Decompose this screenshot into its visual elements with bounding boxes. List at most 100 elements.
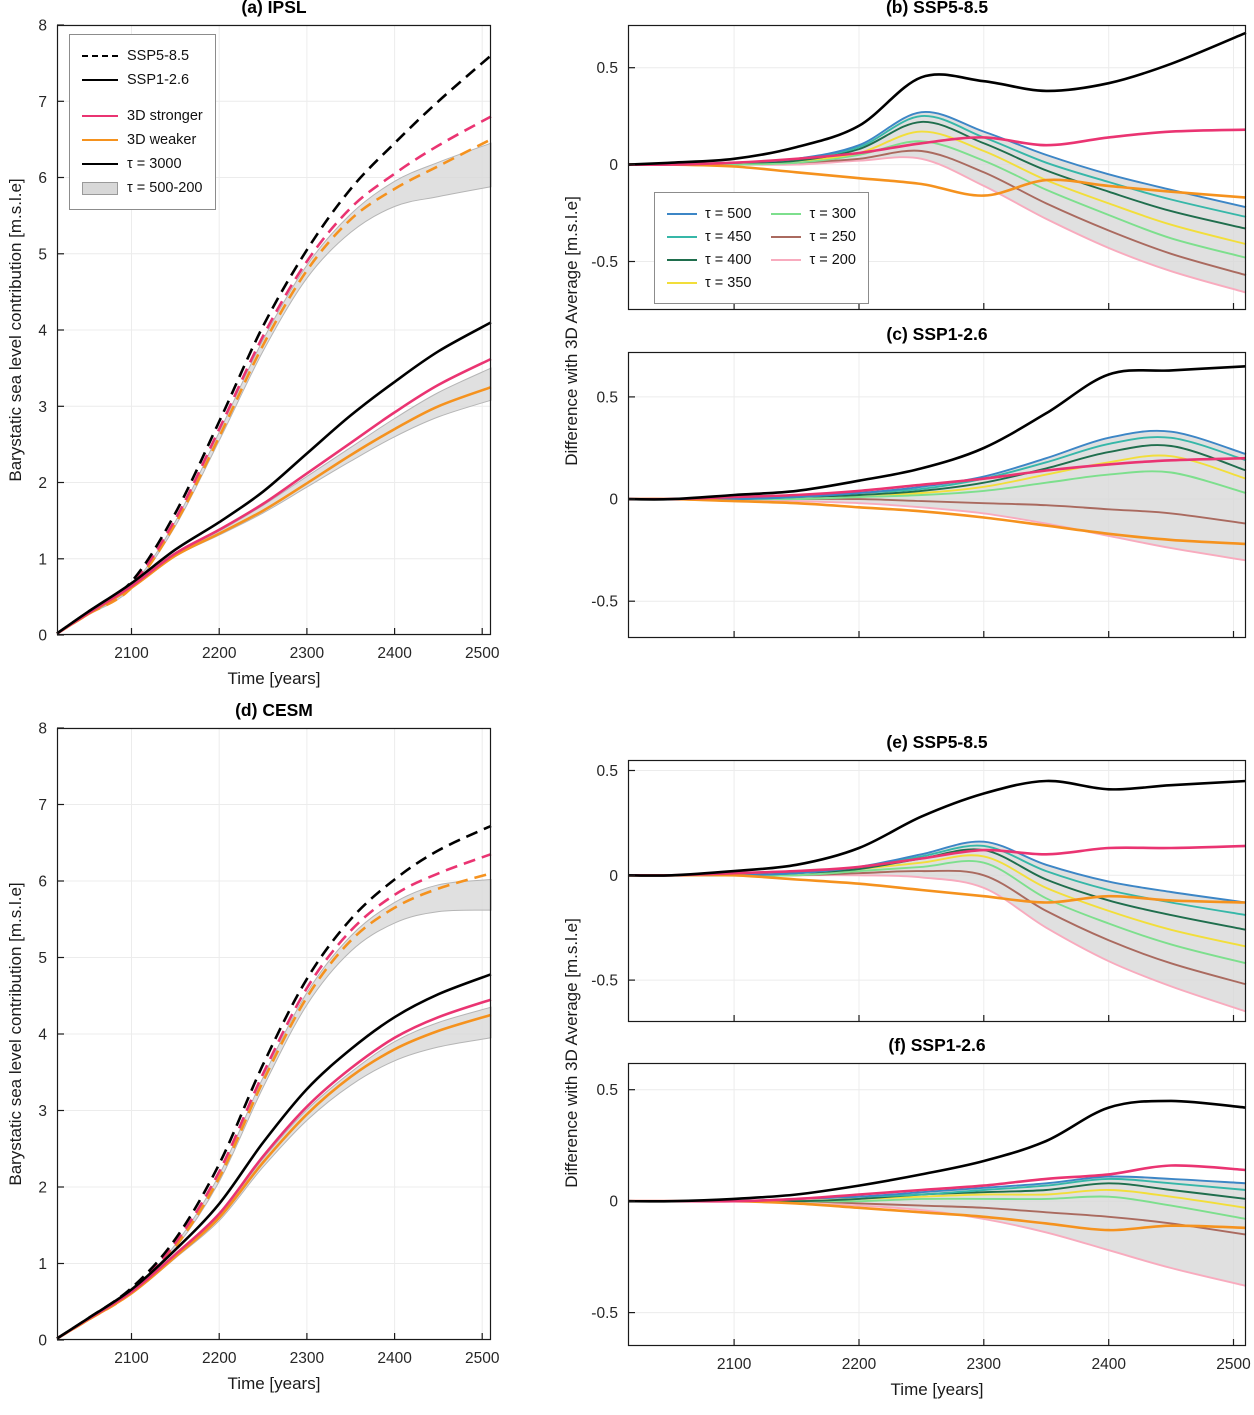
y-tick-label: -0.5 [591, 254, 618, 271]
y-tick-label: 4 [38, 323, 47, 340]
y-tick-label: 0.5 [596, 60, 618, 77]
y-tick-label: 0 [609, 868, 618, 885]
legend-label: τ = 200 [809, 251, 856, 268]
y-tick-label: 8 [38, 721, 47, 738]
y-tick-label: 3 [38, 1103, 47, 1120]
y-tick-label: 4 [38, 1027, 47, 1044]
legend-label: τ = 300 [809, 205, 856, 222]
panel-d-title: (d) CESM [235, 700, 313, 720]
legend-item: τ = 250 [771, 225, 856, 248]
x-tick-label: 2400 [377, 1350, 412, 1367]
series-pink [56, 998, 492, 1340]
panel-c: (c) SSP1-2.6 -0.5 0 0.5 [591, 324, 1247, 639]
legend-label: τ = 450 [705, 228, 752, 245]
series-pink [627, 456, 1247, 501]
x-tick-label: 2500 [465, 645, 500, 662]
legend-label: τ = 500 [705, 205, 752, 222]
panel-c-title: (c) SSP1-2.6 [886, 324, 988, 344]
series-black [627, 365, 1247, 501]
series-pink [56, 357, 492, 635]
axes-box [627, 351, 1247, 639]
x-tick-label: 2200 [202, 645, 237, 662]
legend-label: τ = 3000 [127, 156, 182, 172]
series-black [627, 31, 1247, 166]
legend-label: 3D stronger [127, 108, 203, 124]
series-tau500 [627, 429, 1247, 501]
line-swatch-icon [771, 212, 802, 215]
line-swatch-icon [82, 79, 118, 81]
panel-e-plot: -0.5 0 0.5 [591, 759, 1247, 1023]
panel-b-title: (b) SSP5-8.5 [885, 0, 989, 17]
legend-column: τ = 300 τ = 250 τ = 200 [771, 202, 856, 294]
ylabel-difference-top: Difference with 3D Average [m.s.l.e] [562, 196, 581, 466]
band-swatch-icon [82, 181, 118, 195]
legend-label: SSP1-2.6 [127, 72, 190, 88]
panel-a: (a) IPSL 2100 2200 2300 2400 2500 0 1 2 3 4 5 6 7 8 S… [38, 0, 499, 688]
y-tick-label: 0 [38, 628, 47, 645]
y-tick-label: 1 [38, 551, 47, 568]
y-tick-label: 6 [38, 874, 47, 891]
y-tick-label: 6 [38, 170, 47, 187]
y-tick-label: 2 [38, 475, 47, 492]
series-black [627, 1099, 1247, 1203]
panel-f-plot: 2100 2200 2300 2400 2500 -0.5 0 0.5 [591, 1062, 1251, 1373]
legend-item: τ = 500-200 [82, 176, 203, 200]
y-tick-label: 5 [38, 950, 47, 967]
legend-item: τ = 500 [667, 202, 751, 225]
tau-band [628, 430, 1246, 561]
panel-a-xlabel: Time [years] [227, 669, 321, 688]
series-pink [627, 844, 1247, 877]
series-black [627, 779, 1247, 877]
line-swatch-icon [771, 235, 802, 238]
panel-c-plot: -0.5 0 0.5 [591, 351, 1247, 639]
x-tick-label: 2100 [717, 1356, 752, 1373]
line-swatch-icon [82, 163, 118, 165]
x-tick-label: 2200 [842, 1356, 877, 1373]
legend-item: τ = 350 [667, 271, 751, 294]
y-tick-label: 3 [38, 399, 47, 416]
tau-band [628, 1176, 1246, 1286]
panel-d: (d) CESM 2100 2200 2300 2400 2500 0 1 2 3 4 5 6 7 8 T… [38, 700, 499, 1393]
ylabel-barystatic-top: Barystatic sea level contribution [m.s.l… [6, 178, 25, 482]
axes-box [627, 759, 1247, 1023]
legend-label: τ = 350 [705, 274, 752, 291]
line-swatch-icon [667, 212, 697, 215]
series-pink [627, 1164, 1247, 1203]
x-tick-label: 2300 [290, 645, 325, 662]
x-tick-label: 2300 [290, 1350, 325, 1367]
y-tick-label: 5 [38, 246, 47, 263]
legend-label: τ = 400 [705, 251, 752, 268]
panel-a-title: (a) IPSL [241, 0, 307, 17]
y-tick-label: 7 [38, 94, 47, 111]
line-swatch-icon [771, 258, 802, 261]
legend-main: SSP5-8.5 SSP1-2.6 3D stronger 3D weaker τ = … [69, 34, 216, 210]
y-tick-label: 8 [38, 18, 47, 35]
x-tick-label: 2100 [114, 645, 149, 662]
legend-item: SSP5-8.5 [82, 44, 203, 68]
series-black [56, 54, 492, 635]
line-swatch-icon [667, 258, 697, 261]
line-swatch-icon [82, 139, 118, 141]
panel-d-xlabel: Time [years] [227, 1374, 321, 1393]
y-tick-label: -0.5 [591, 594, 618, 611]
y-tick-label: 1 [38, 1256, 47, 1273]
series-pink [627, 128, 1247, 167]
line-swatch-icon [667, 281, 697, 284]
line-swatch-icon [667, 235, 697, 238]
x-tick-label: 2200 [202, 1350, 237, 1367]
line-swatch-icon [82, 115, 118, 117]
legend-item: τ = 400 [667, 248, 751, 271]
axes-box [627, 24, 1247, 311]
y-tick-label: 0.5 [596, 389, 618, 406]
x-tick-label: 2300 [967, 1356, 1002, 1373]
tau-band [56, 878, 492, 1339]
y-tick-label: -0.5 [591, 973, 618, 990]
y-tick-label: 0 [609, 157, 618, 174]
legend-item: τ = 3000 [82, 152, 203, 176]
y-tick-label: 0 [609, 1194, 618, 1211]
legend-item: 3D stronger [82, 104, 203, 128]
panel-e-title: (e) SSP5-8.5 [886, 732, 988, 752]
series-orange [627, 497, 1247, 546]
series-orange [56, 138, 492, 635]
